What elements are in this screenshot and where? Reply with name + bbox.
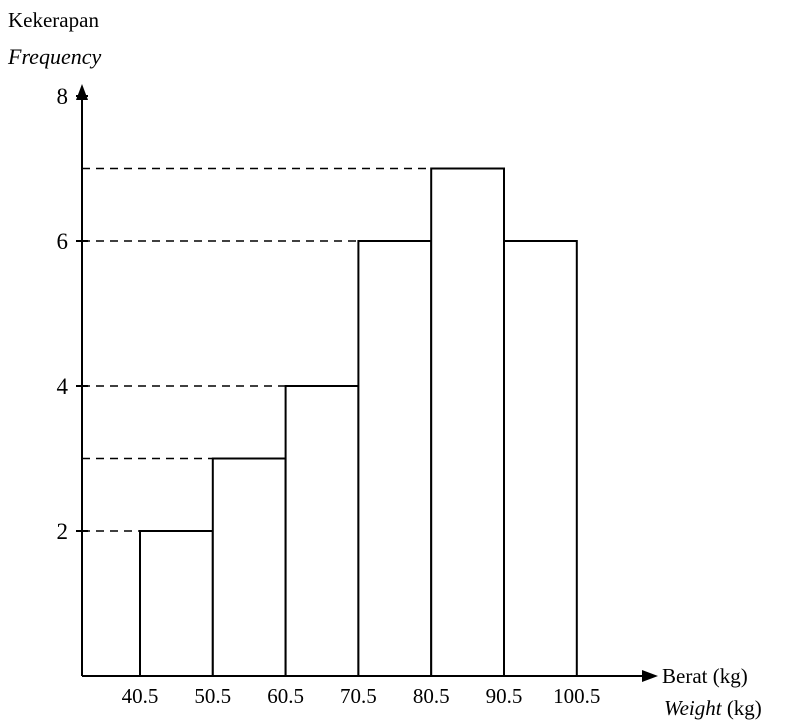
histogram-bar bbox=[357, 240, 433, 677]
y-tick-label: 4 bbox=[57, 374, 69, 399]
x-ticks: 40.5 50.5 60.5 70.5 80.5 90.5 100.5 bbox=[122, 684, 601, 708]
histogram-bar bbox=[211, 457, 287, 677]
x-tick-label: 80.5 bbox=[413, 684, 450, 708]
histogram-bar bbox=[139, 530, 214, 677]
x-tick-label: 40.5 bbox=[122, 684, 159, 708]
y-axis-label-line2: Frequency bbox=[7, 44, 101, 69]
x-tick-label: 100.5 bbox=[553, 684, 600, 708]
y-tick-label: 6 bbox=[57, 229, 69, 254]
histogram-bar bbox=[503, 240, 578, 677]
x-axis-label-line1: Berat (kg) bbox=[662, 664, 748, 688]
bars bbox=[139, 167, 578, 677]
y-axis-label-line1: Kekerapan bbox=[8, 8, 99, 32]
y-tick-label: 8 bbox=[57, 84, 69, 109]
x-tick-label: 50.5 bbox=[194, 684, 231, 708]
x-axis-label-unit: (kg) bbox=[722, 696, 762, 720]
y-axis-arrowhead bbox=[76, 84, 88, 100]
x-tick-label: 70.5 bbox=[340, 684, 377, 708]
x-axis-label-line2: Weight (kg) bbox=[664, 696, 762, 720]
y-tick-label: 2 bbox=[57, 519, 69, 544]
histogram-bar bbox=[284, 385, 360, 677]
x-tick-label: 90.5 bbox=[486, 684, 523, 708]
x-tick-label: 60.5 bbox=[267, 684, 304, 708]
y-ticks: 2 4 6 8 bbox=[57, 84, 88, 544]
histogram-bar bbox=[430, 167, 506, 677]
x-axis-label-italic: Weight bbox=[664, 696, 723, 720]
x-axis-arrowhead bbox=[642, 670, 658, 682]
